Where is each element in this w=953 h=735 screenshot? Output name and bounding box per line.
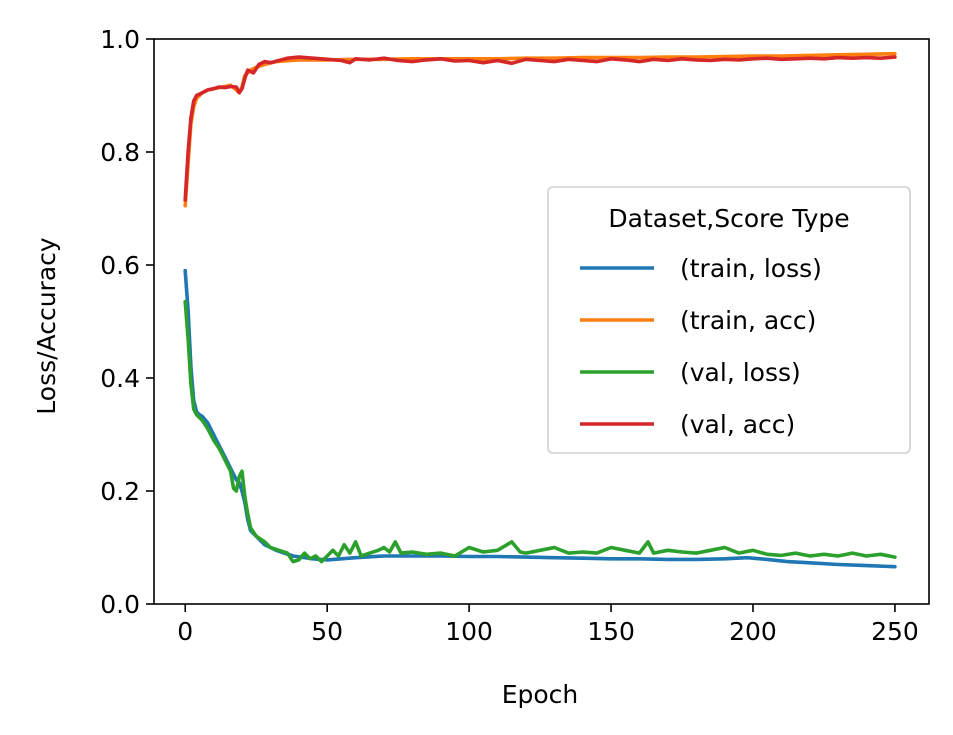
series-layer: [183, 51, 897, 569]
x-axis: 0 50 100 150 200 250: [177, 604, 919, 646]
series-line-2: [183, 51, 897, 208]
legend-label-3: (val, loss): [680, 358, 801, 387]
x-tick-label: 100: [445, 617, 493, 646]
x-axis-label: Epoch: [502, 680, 579, 709]
y-tick-label: 0.8: [100, 138, 140, 167]
legend-label-1: (train, loss): [680, 254, 822, 283]
series-line-3: [183, 299, 897, 564]
y-axis: 0.0 0.2 0.4 0.6 0.8 1.0: [100, 25, 154, 619]
y-tick-label: 0.2: [100, 477, 140, 506]
x-tick-label: 50: [311, 617, 343, 646]
legend-label-2: (train, acc): [680, 306, 816, 335]
x-tick-label: 0: [177, 617, 193, 646]
y-tick-label: 0.6: [100, 251, 140, 280]
legend-box: [547, 186, 911, 454]
series-line-4: [183, 55, 897, 202]
y-tick-label: 0.4: [100, 364, 140, 393]
legend-label-4: (val, acc): [680, 410, 795, 439]
legend: Dataset,Score Type (train, loss)(train, …: [547, 186, 911, 454]
y-axis-label: Loss/Accuracy: [32, 237, 61, 415]
x-tick-label: 200: [729, 617, 777, 646]
y-tick-label: 1.0: [100, 25, 140, 54]
y-tick-label: 0.0: [100, 590, 140, 619]
plot-frame: [153, 38, 930, 605]
legend-title: Dataset,Score Type: [608, 204, 849, 233]
x-tick-label: 250: [871, 617, 919, 646]
legend-items: (train, loss) (train, acc) (val, loss) (val…: [580, 254, 822, 439]
x-tick-label: 150: [587, 617, 635, 646]
